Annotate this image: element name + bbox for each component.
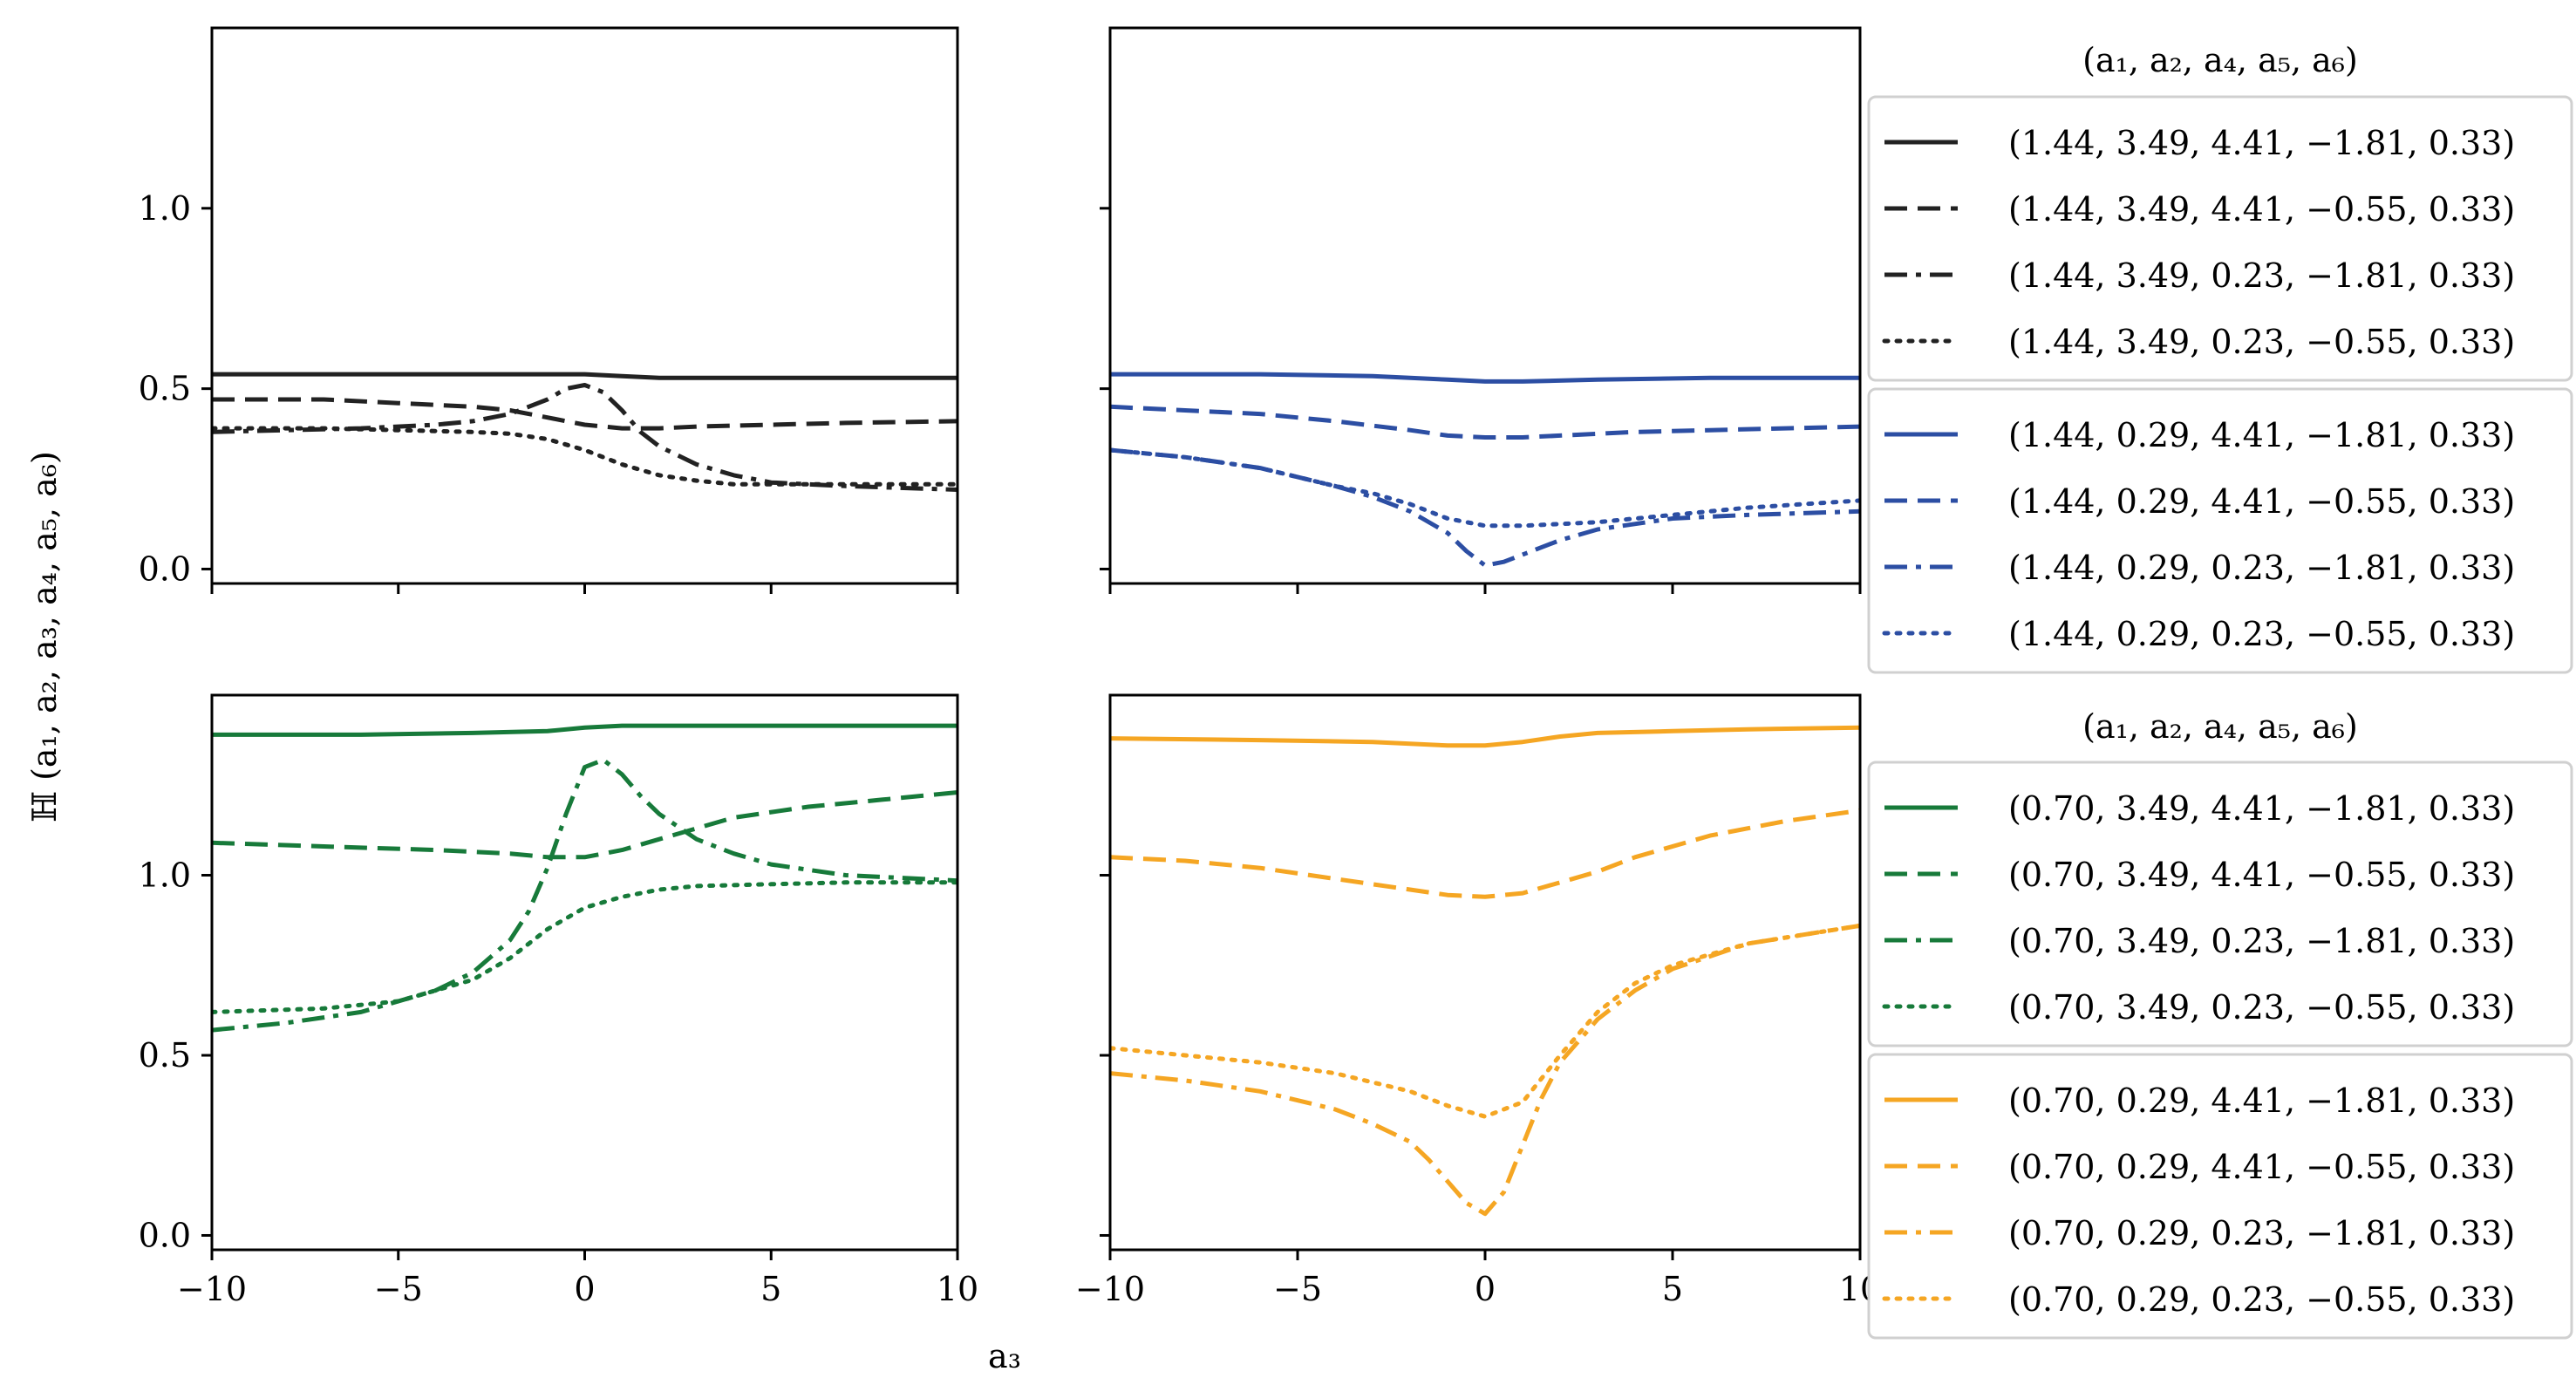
x-tick-label: 5 — [1662, 1270, 1683, 1308]
legend-entry-label: (1.44, 3.49, 4.41, −1.81, 0.33) — [2008, 124, 2515, 162]
panel-bottom-left: −10 −5 0 5 10 0.0 0.5 1.0 — [139, 693, 978, 1308]
legend-title-top: (a₁, a₂, a₄, a₅, a₆) — [2082, 41, 2358, 79]
legend-entry-label: (1.44, 0.29, 4.41, −0.55, 0.33) — [2008, 482, 2515, 521]
panel-top-left: 0.0 0.5 1.0 — [139, 26, 959, 594]
series-line-dotted — [212, 880, 957, 1014]
legend-box — [1867, 387, 2573, 674]
y-tick-label: 0.0 — [139, 1216, 191, 1254]
legend-entry-label: (0.70, 3.49, 4.41, −0.55, 0.33) — [2008, 856, 2515, 894]
series-line-dashed — [1110, 404, 1860, 440]
y-tick-label: 0.0 — [139, 549, 191, 588]
legend-entry-label: (0.70, 3.49, 0.23, −0.55, 0.33) — [2008, 988, 2515, 1027]
legend-box — [1867, 95, 2573, 382]
series-line-dotted — [1110, 923, 1860, 1119]
series-line-solid — [212, 723, 957, 737]
legend-entry-label: (0.70, 3.49, 0.23, −1.81, 0.33) — [2008, 922, 2515, 960]
panel-bottom-right: −10 −5 0 5 10 — [1075, 693, 1881, 1308]
legend-box — [1867, 761, 2573, 1047]
series-line-dotted — [1110, 447, 1860, 529]
x-tick-label: −5 — [1273, 1270, 1322, 1308]
y-tick-label: 1.0 — [139, 189, 191, 228]
y-axis-label: ℍ (a₁, a₂, a₃, a₄, a₅, a₆) — [25, 451, 64, 822]
legend-orange: (0.70, 0.29, 4.41, −1.81, 0.33) (0.70, 0.… — [1867, 1053, 2573, 1340]
x-tick-label: −10 — [1075, 1270, 1145, 1308]
y-tick-label: 1.0 — [139, 856, 191, 894]
legend-box — [1867, 1053, 2573, 1340]
legend-blue: (1.44, 0.29, 4.41, −1.81, 0.33) (1.44, 0.… — [1867, 387, 2573, 674]
x-tick-label: 10 — [937, 1270, 978, 1308]
legend-black: (1.44, 3.49, 4.41, −1.81, 0.33) (1.44, 3.… — [1867, 95, 2573, 382]
legend-entry-label: (1.44, 3.49, 0.23, −1.81, 0.33) — [2008, 256, 2515, 295]
legend-entry-label: (0.70, 0.29, 4.41, −0.55, 0.33) — [2008, 1148, 2515, 1186]
legend-entry-label: (0.70, 3.49, 4.41, −1.81, 0.33) — [2008, 789, 2515, 828]
legend-entry-label: (1.44, 3.49, 4.41, −0.55, 0.33) — [2008, 190, 2515, 229]
x-tick-label: 5 — [760, 1270, 781, 1308]
x-tick-label: 0 — [574, 1270, 595, 1308]
legend-entry-label: (1.44, 0.29, 4.41, −1.81, 0.33) — [2008, 416, 2515, 454]
series-line-dashdot — [1110, 923, 1860, 1217]
series-line-dashed — [1110, 808, 1860, 899]
series-line-solid — [212, 372, 957, 380]
x-tick-label: −10 — [177, 1270, 247, 1308]
series-line-solid — [1110, 372, 1860, 384]
legend-title-bottom: (a₁, a₂, a₄, a₅, a₆) — [2082, 707, 2358, 746]
legend-entry-label: (0.70, 0.29, 0.23, −0.55, 0.33) — [2008, 1280, 2515, 1319]
series-line-dashdot — [1110, 447, 1860, 568]
y-tick-label: 0.5 — [139, 1036, 191, 1075]
legend-entry-label: (1.44, 3.49, 0.23, −0.55, 0.33) — [2008, 323, 2515, 361]
series-line-dashed — [212, 397, 957, 431]
series-line-dotted — [212, 426, 957, 487]
series-line-dashed — [212, 790, 957, 860]
x-tick-label: −5 — [374, 1270, 423, 1308]
series-line-dashdot — [212, 757, 957, 1033]
series-line-solid — [1110, 725, 1860, 748]
series-line-dashdot — [212, 383, 957, 492]
legend-entry-label: (1.44, 0.29, 0.23, −1.81, 0.33) — [2008, 549, 2515, 587]
legend-entry-label: (0.70, 0.29, 4.41, −1.81, 0.33) — [2008, 1081, 2515, 1120]
legend-entry-label: (0.70, 0.29, 0.23, −1.81, 0.33) — [2008, 1214, 2515, 1252]
panel-top-right — [1100, 26, 1862, 594]
y-tick-label: 0.5 — [139, 370, 191, 408]
x-tick-label: 0 — [1475, 1270, 1496, 1308]
legend-green: (0.70, 3.49, 4.41, −1.81, 0.33) (0.70, 3.… — [1867, 761, 2573, 1047]
legend-entry-label: (1.44, 0.29, 0.23, −0.55, 0.33) — [2008, 615, 2515, 653]
x-axis-label: a₃ — [988, 1337, 1021, 1375]
